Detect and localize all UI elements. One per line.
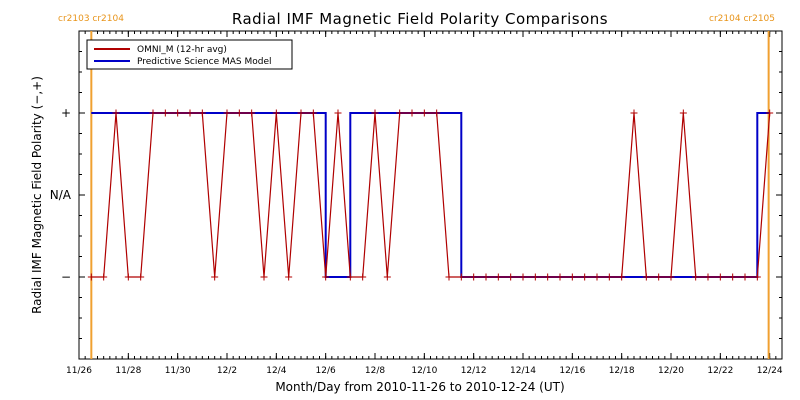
data-point-omni — [297, 109, 305, 117]
data-point-omni — [667, 273, 675, 281]
x-tick-label: 12/20 — [658, 366, 684, 376]
data-point-omni — [544, 273, 552, 281]
legend-box — [86, 39, 293, 70]
data-point-omni — [618, 273, 626, 281]
x-axis-label: Month/Day from 2010-11-26 to 2010-12-24 … — [275, 380, 564, 394]
x-tick-label: 11/30 — [165, 366, 191, 376]
data-point-omni — [223, 109, 231, 117]
x-axis: 11/26 11/28 11/30 12/2 12/4 12/6 12/8 12/10 12/1… — [66, 31, 783, 376]
data-point-omni — [186, 109, 194, 117]
data-point-omni — [211, 273, 219, 281]
cr-label-left: cr2103 cr2104 — [58, 14, 124, 24]
data-point-omni — [383, 273, 391, 281]
data-point-omni — [642, 273, 650, 281]
x-tick-label: 12/4 — [266, 366, 286, 376]
chart-title: Radial IMF Magnetic Field Polarity Compa… — [232, 10, 608, 28]
data-point-omni — [272, 109, 280, 117]
data-point-omni — [457, 273, 465, 281]
x-tick-label: 12/24 — [757, 366, 783, 376]
data-point-omni — [704, 273, 712, 281]
data-point-omni — [568, 273, 576, 281]
x-tick-label: 12/10 — [411, 366, 437, 376]
data-point-omni — [494, 273, 502, 281]
data-point-omni — [87, 273, 95, 281]
data-point-omni — [716, 273, 724, 281]
data-point-omni — [445, 273, 453, 281]
data-point-omni — [161, 109, 169, 117]
data-point-omni — [100, 273, 108, 281]
y-tick-label: + — [61, 106, 71, 120]
data-point-omni — [359, 273, 367, 281]
data-point-omni — [248, 109, 256, 117]
y-axis: − N/A + — [50, 51, 782, 339]
series-line-omni — [91, 112, 771, 278]
data-point-omni — [766, 109, 774, 117]
data-point-omni — [334, 109, 342, 117]
data-point-omni — [507, 273, 515, 281]
legend: OMNI_M (12-hr avg) Predictive Science MA… — [86, 39, 293, 70]
data-point-omni — [285, 273, 293, 281]
data-point-omni — [371, 109, 379, 117]
data-point-omni — [408, 109, 416, 117]
data-point-omni — [420, 109, 428, 117]
data-point-omni — [655, 273, 663, 281]
data-point-omni — [137, 273, 145, 281]
data-point-omni — [581, 273, 589, 281]
cr-boundaries — [90, 31, 770, 359]
data-point-omni — [741, 273, 749, 281]
data-point-omni — [753, 273, 761, 281]
data-point-omni — [630, 109, 638, 117]
data-point-omni — [198, 109, 206, 117]
data-point-omni — [482, 273, 490, 281]
data-point-omni — [605, 273, 613, 281]
data-point-omni — [260, 273, 268, 281]
x-tick-label: 12/6 — [316, 366, 336, 376]
data-point-omni — [556, 273, 564, 281]
x-tick-label: 11/28 — [115, 366, 141, 376]
data-point-omni — [692, 273, 700, 281]
x-tick-label: 12/14 — [510, 366, 536, 376]
y-axis-label: Radial IMF Magnetic Field Polarity (−,+) — [30, 76, 44, 314]
x-tick-label: 12/2 — [217, 366, 237, 376]
x-tick-label: 12/8 — [365, 366, 385, 376]
data-point-omni — [124, 273, 132, 281]
data-point-omni — [593, 273, 601, 281]
data-point-omni — [470, 273, 478, 281]
data-point-omni — [679, 109, 687, 117]
data-point-omni — [112, 109, 120, 117]
data-point-omni — [729, 273, 737, 281]
series-line-mas — [91, 112, 770, 278]
data-point-omni — [346, 273, 354, 281]
y-tick-label: N/A — [50, 188, 72, 202]
legend-label-omni: OMNI_M (12-hr avg) — [137, 45, 227, 55]
x-tick-label: 12/18 — [609, 366, 635, 376]
y-tick-label: − — [61, 270, 71, 284]
data-point-omni — [322, 273, 330, 281]
data-point-omni — [235, 109, 243, 117]
series-lines — [87, 109, 774, 281]
data-point-omni — [531, 273, 539, 281]
x-tick-label: 12/22 — [707, 366, 733, 376]
x-tick-label: 12/12 — [461, 366, 487, 376]
data-point-omni — [174, 109, 182, 117]
data-point-omni — [149, 109, 157, 117]
x-tick-label: 11/26 — [66, 366, 92, 376]
legend-label-mas: Predictive Science MAS Model — [137, 57, 272, 67]
x-tick-label: 12/16 — [559, 366, 585, 376]
cr-label-right: cr2104 cr2105 — [709, 14, 775, 24]
data-point-omni — [396, 109, 404, 117]
data-point-omni — [433, 109, 441, 117]
data-point-omni — [519, 273, 527, 281]
data-point-omni — [309, 109, 317, 117]
